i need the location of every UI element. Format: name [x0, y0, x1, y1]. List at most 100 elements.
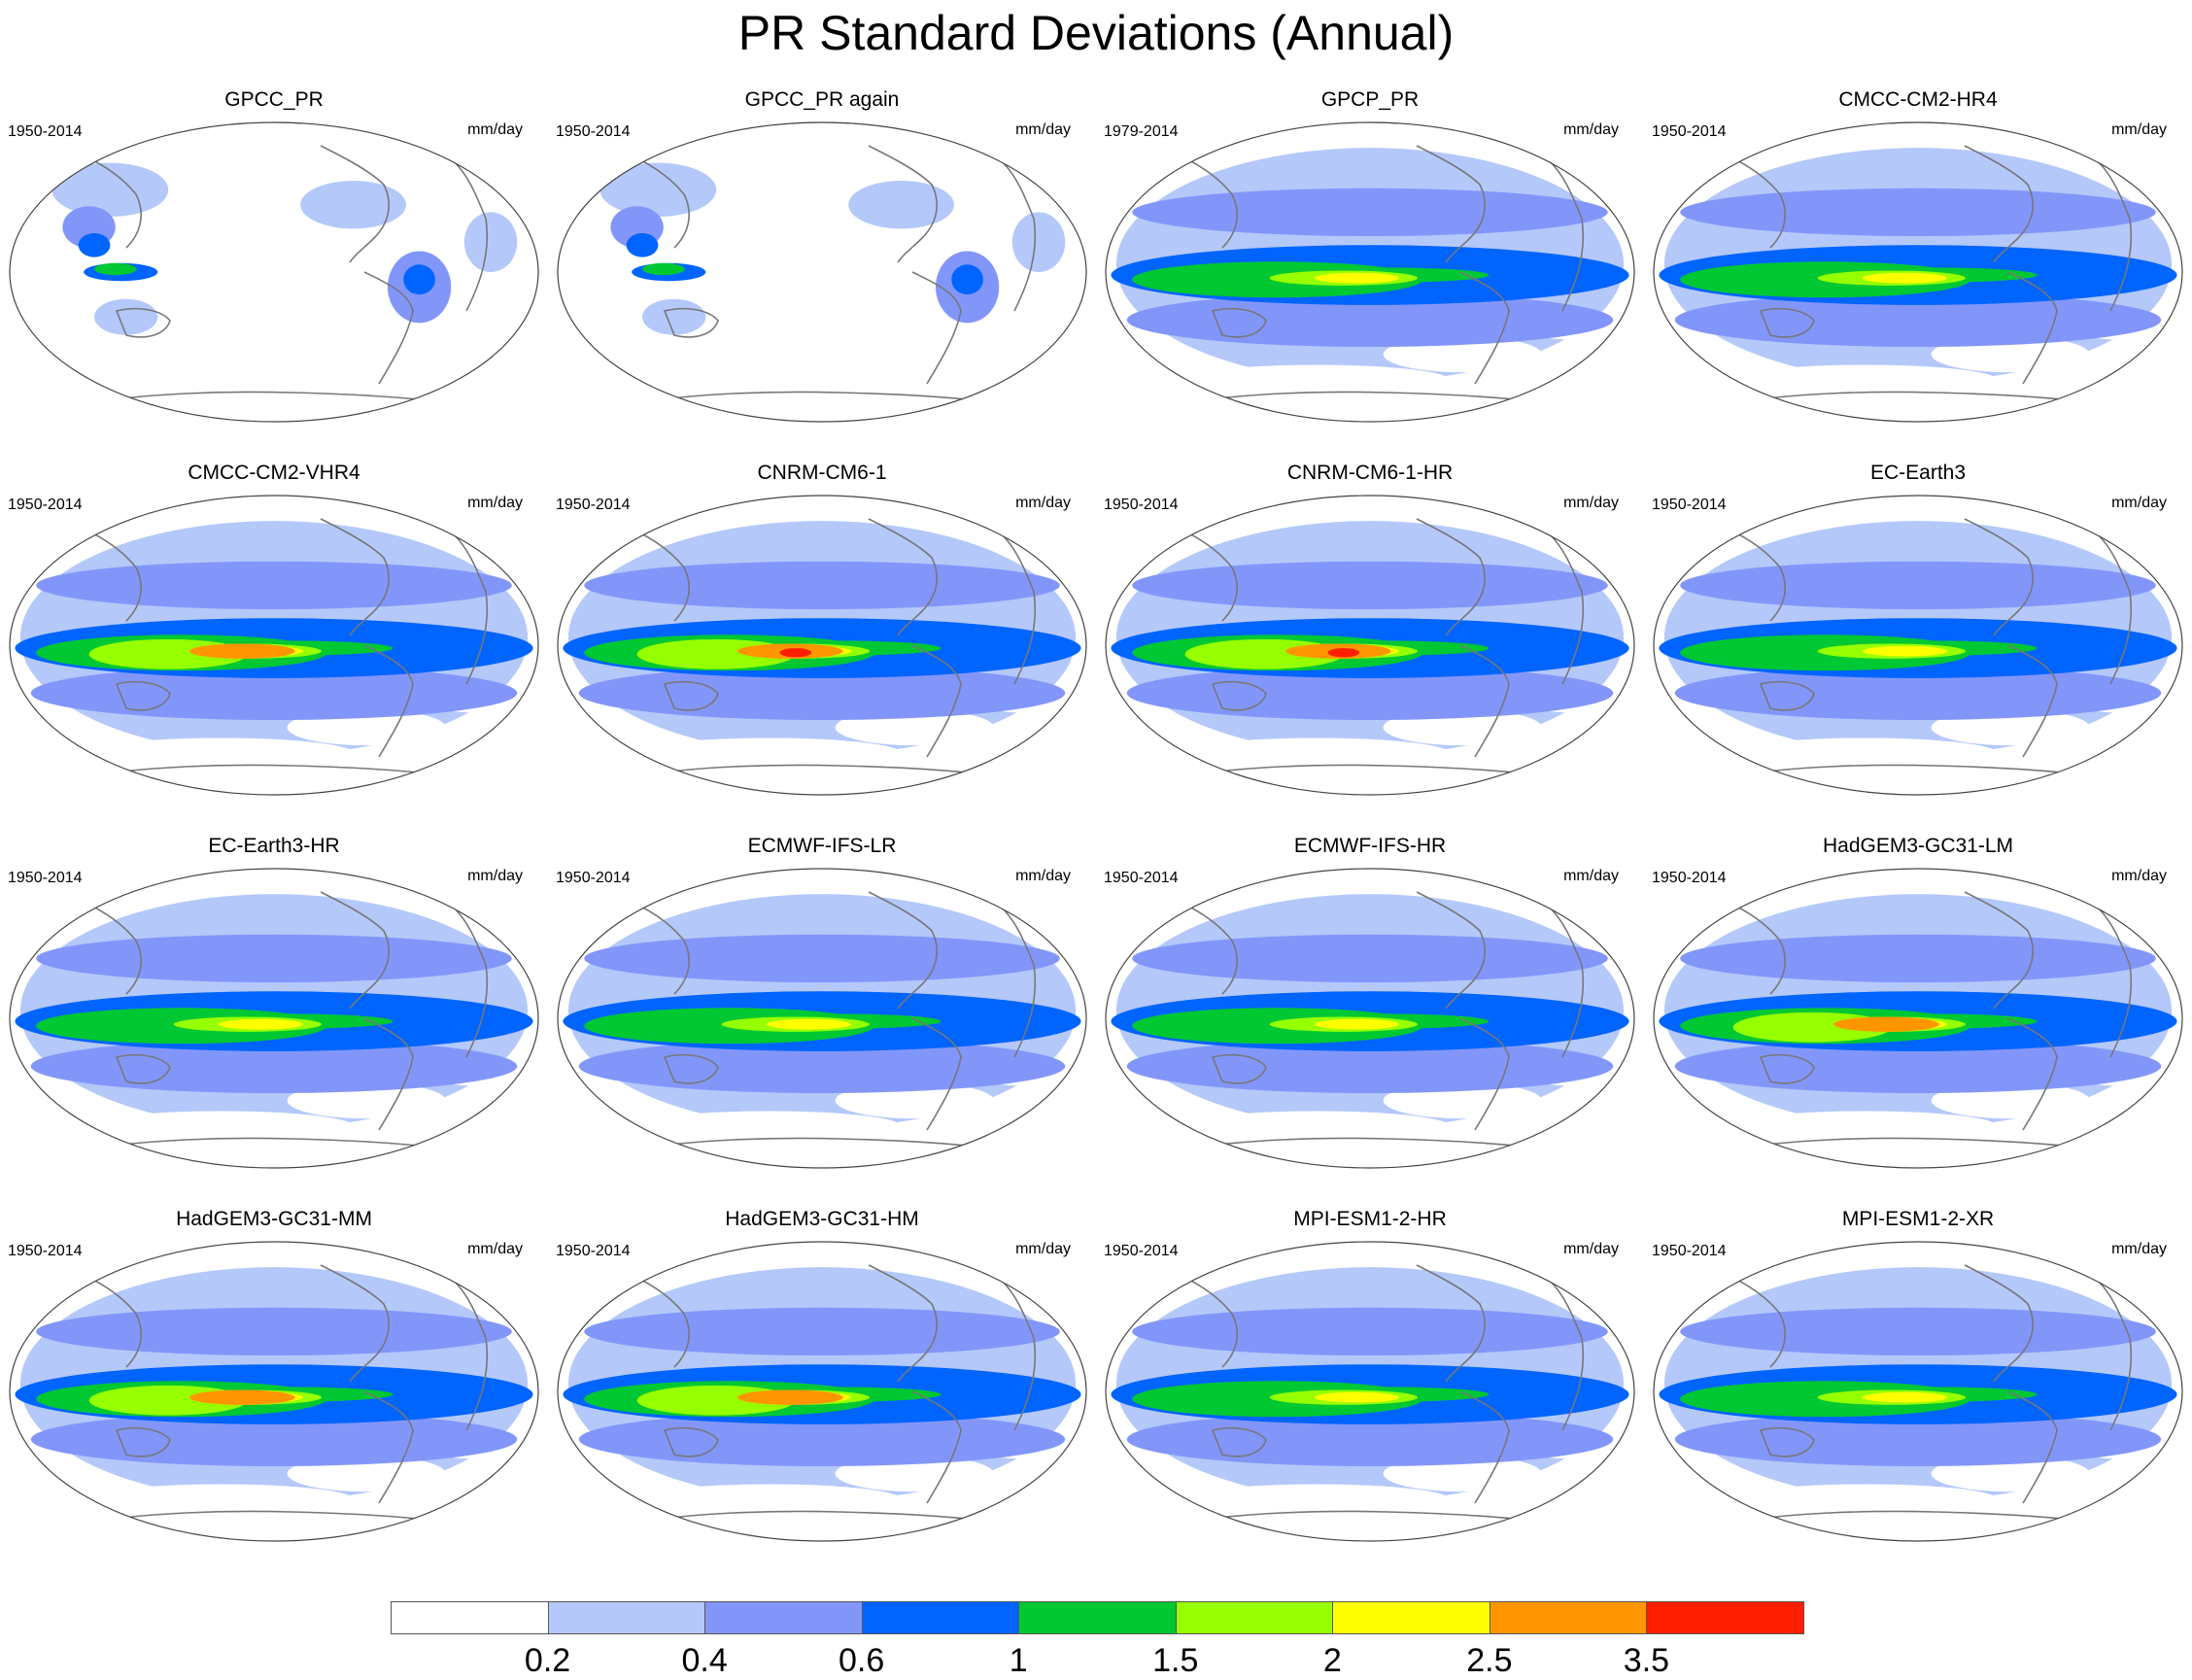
map-outline — [1105, 868, 1635, 1169]
field-storm-tracks-north — [584, 1307, 1060, 1356]
coast-north-america — [320, 145, 390, 263]
precip-field — [10, 496, 538, 795]
panel-period: 1950-2014 — [556, 1243, 631, 1259]
coast-australia — [115, 680, 171, 711]
coast-australia — [1759, 1426, 1815, 1457]
map-svg — [557, 1241, 1087, 1542]
field-dry-southern-ocean — [1732, 1484, 1998, 1515]
coast-south-america — [911, 271, 962, 385]
map-svg — [1653, 121, 2183, 423]
map-outline — [9, 495, 539, 796]
map-svg — [9, 868, 539, 1169]
map-outline — [557, 1241, 1087, 1542]
precip-field — [1106, 869, 1634, 1168]
coast-australia — [1759, 680, 1815, 711]
coast-south-america — [363, 1017, 414, 1131]
panel-title: MPI-ESM1-2-XR — [1841, 1208, 1995, 1230]
panel-period: 1950-2014 — [1104, 870, 1179, 886]
panel-title: CMCC-CM2-HR4 — [1838, 88, 1998, 111]
coast-south-america — [363, 644, 414, 758]
panel-units: mm/day — [2111, 1241, 2167, 1257]
field-indochina — [78, 232, 111, 257]
coast-australia — [663, 307, 719, 338]
map-panel: MPI-ESM1-2-HR 1950-2014 mm/day — [1096, 1119, 1644, 1542]
map-outline — [9, 868, 539, 1169]
coast-south-america — [1459, 644, 1510, 758]
precip-field — [558, 496, 1086, 795]
coast-europe — [1542, 1274, 1585, 1431]
field-amazon — [951, 264, 983, 295]
panel-units: mm/day — [467, 868, 523, 884]
coast-north-america — [1416, 518, 1486, 636]
field-storm-tracks-south — [1126, 1039, 1614, 1093]
precip-field — [558, 1242, 1086, 1541]
map-outline — [557, 495, 1087, 796]
map-svg — [557, 121, 1087, 423]
coast-north-america — [868, 518, 938, 636]
field-dry-southern-ocean — [1732, 737, 1998, 769]
field-dry-southern-ocean — [636, 1111, 902, 1142]
map-svg — [1653, 1241, 2183, 1542]
panel-units: mm/day — [1563, 495, 1619, 511]
map-svg — [557, 868, 1087, 1169]
coast-north-america — [320, 518, 390, 636]
coast-australia — [115, 1426, 171, 1457]
field-storm-tracks-south — [1126, 292, 1614, 347]
map-svg — [1653, 868, 2183, 1169]
field-indochina — [626, 232, 659, 257]
map-svg — [9, 495, 539, 796]
figure-title: PR Standard Deviations (Annual) — [737, 6, 1455, 60]
coast-europe — [446, 901, 489, 1058]
coast-north-america — [1416, 891, 1486, 1010]
coast-south-america — [363, 271, 414, 385]
coast-north-america — [868, 891, 938, 1010]
coast-south-america — [911, 1390, 962, 1504]
coast-north-america — [1964, 145, 2034, 263]
field-pacific-peak — [188, 643, 295, 659]
precip-field — [10, 1242, 538, 1541]
field-itcz-max — [1862, 272, 1947, 284]
map-panel: CMCC-CM2-VHR4 1950-2014 mm/day — [0, 373, 548, 796]
panel-period: 1950-2014 — [1652, 870, 1727, 886]
map-panel: ECMWF-IFS-HR 1950-2014 mm/day — [1096, 746, 1644, 1169]
panel-units: mm/day — [2111, 868, 2167, 884]
field-maritime-peak — [94, 262, 137, 276]
colorbar-swatch — [704, 1601, 863, 1634]
coast-australia — [1211, 1426, 1267, 1457]
precip-field — [1654, 496, 2182, 795]
field-australia — [94, 298, 158, 335]
precip-field — [558, 122, 1086, 422]
coast-south-america — [1459, 271, 1510, 385]
coast-europe — [994, 528, 1037, 685]
field-storm-tracks-south — [578, 666, 1066, 720]
field-storm-tracks-north — [1680, 934, 2156, 983]
coast-europe — [1542, 154, 1585, 312]
map-outline — [9, 1241, 539, 1542]
map-panel: CNRM-CM6-1-HR 1950-2014 mm/day — [1096, 373, 1644, 796]
field-amazon — [403, 264, 435, 295]
panel-units: mm/day — [1563, 121, 1619, 138]
field-storm-tracks-north — [1132, 1307, 1608, 1356]
coast-south-america — [2007, 644, 2058, 758]
coast-australia — [663, 1053, 719, 1084]
map-panel: ECMWF-IFS-LR 1950-2014 mm/day — [548, 746, 1096, 1169]
coast-north-america — [868, 145, 938, 263]
map-outline — [1105, 121, 1635, 423]
panel-units: mm/day — [467, 1241, 523, 1257]
field-dry-southern-ocean — [1184, 737, 1450, 769]
panel-period: 1950-2014 — [556, 497, 631, 513]
field-europe-africa — [1011, 212, 1066, 272]
panel-units: mm/day — [2111, 495, 2167, 511]
field-pacific-peak — [1832, 1016, 1939, 1032]
coast-australia — [663, 1426, 719, 1457]
panel-title: CNRM-CM6-1-HR — [1286, 462, 1454, 484]
field-itcz-max — [1314, 1391, 1399, 1403]
field-storm-tracks-north — [36, 561, 512, 610]
map-svg — [9, 121, 539, 423]
map-svg — [557, 495, 1087, 796]
coast-north-america — [1964, 891, 2034, 1010]
panel-period: 1950-2014 — [1652, 123, 1727, 140]
field-storm-tracks-south — [1674, 292, 2162, 347]
field-dry-southern-ocean — [88, 1111, 354, 1142]
field-storm-tracks-south — [30, 666, 518, 720]
